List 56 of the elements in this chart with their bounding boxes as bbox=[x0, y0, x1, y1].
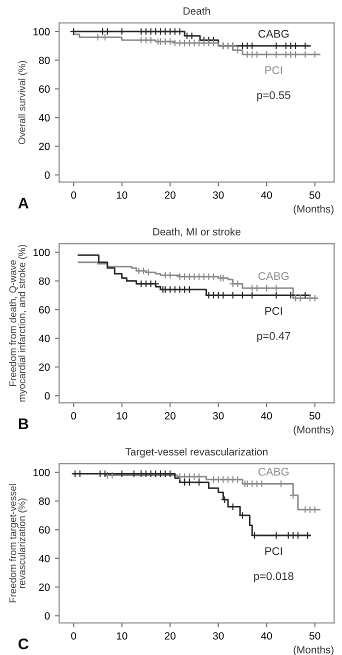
x-tick-label: 30 bbox=[212, 632, 224, 640]
y-tick-label: 100 bbox=[34, 468, 50, 476]
series-label: PCI bbox=[265, 307, 282, 315]
y-tick-label: 80 bbox=[39, 56, 50, 64]
x-tick-label: 20 bbox=[164, 412, 176, 420]
x-tick-label: 50 bbox=[309, 191, 320, 199]
x-tick-label: 0 bbox=[71, 412, 76, 420]
x-tick-label: 0 bbox=[71, 632, 76, 640]
y-tick-label: 20 bbox=[39, 363, 50, 371]
x-tick-label: 20 bbox=[164, 632, 176, 640]
chart-title: Death, MI or stroke bbox=[153, 228, 240, 237]
annotation: p=0.018 bbox=[254, 572, 294, 582]
chart-title: Target-vessel revascularization bbox=[125, 448, 268, 458]
x-tick-label: 40 bbox=[261, 412, 272, 420]
x-tick-label: 0 bbox=[71, 191, 76, 199]
x-tick-label: 50 bbox=[309, 412, 320, 420]
x-tick-label: 50 bbox=[309, 632, 320, 640]
y-tick-label: 60 bbox=[39, 85, 50, 93]
x-tick-label: 30 bbox=[212, 191, 224, 199]
series-label: CABG bbox=[258, 272, 289, 280]
series-label: CABG bbox=[258, 468, 289, 476]
y-tick-label: 100 bbox=[34, 248, 50, 256]
annotation: p=0.47 bbox=[257, 332, 290, 342]
x-tick-label: 20 bbox=[164, 191, 176, 199]
series-label: CABG bbox=[258, 30, 289, 38]
text: C bbox=[18, 638, 29, 650]
y-tick-label: 20 bbox=[39, 142, 50, 150]
y-tick-label: 80 bbox=[39, 498, 50, 505]
y-axis-title: Overall survival (%) bbox=[18, 60, 28, 144]
x-tick-label: 10 bbox=[116, 191, 128, 199]
y-tick-label: 40 bbox=[38, 554, 50, 562]
text: A bbox=[18, 198, 29, 208]
y-tick-label: 100 bbox=[34, 28, 50, 36]
text: B bbox=[18, 418, 28, 430]
series-label: PCI bbox=[265, 66, 282, 74]
x-axis-title: (Months) bbox=[294, 204, 334, 215]
y-tick-label: 20 bbox=[39, 584, 50, 591]
chart-title: Death bbox=[184, 7, 210, 15]
y-tick-label: 0 bbox=[44, 171, 50, 179]
y-tick-label: 40 bbox=[38, 114, 50, 122]
series-label: PCI bbox=[265, 547, 282, 556]
y-tick-label: 80 bbox=[39, 277, 50, 285]
x-axis-title: (Months) bbox=[294, 426, 334, 436]
y-tick-label: 0 bbox=[44, 612, 50, 620]
y-axis-title: Freedom from death, Q-wave myocardial infarction, and stroke (%) bbox=[9, 244, 28, 402]
x-tick-label: 10 bbox=[116, 412, 128, 420]
x-tick-label: 30 bbox=[212, 412, 224, 420]
y-tick-label: 0 bbox=[44, 392, 50, 400]
x-tick-label: 40 bbox=[261, 191, 272, 199]
x-tick-label: 10 bbox=[116, 632, 128, 640]
annotation: p=0.55 bbox=[257, 91, 290, 102]
y-tick-label: 60 bbox=[39, 306, 50, 314]
y-tick-label: 40 bbox=[38, 334, 50, 342]
x-tick-label: 40 bbox=[261, 632, 272, 640]
y-axis-title: Freedom from target-vessel revascularization (%) bbox=[9, 484, 28, 602]
y-tick-label: 60 bbox=[39, 526, 50, 534]
